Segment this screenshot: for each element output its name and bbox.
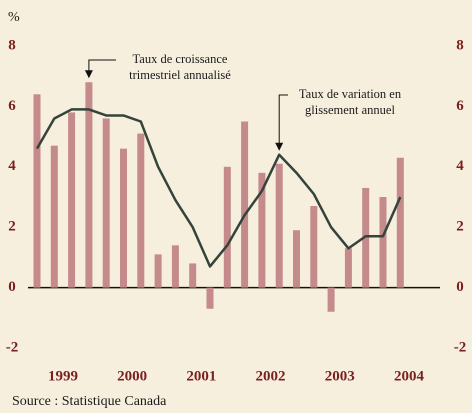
- bar: [50, 145, 58, 288]
- bar: [154, 254, 162, 288]
- bar: [137, 133, 145, 288]
- y-tick-label: 6: [8, 98, 16, 114]
- bar: [68, 112, 76, 288]
- y-tick-label: 0: [8, 279, 16, 295]
- bar: [241, 121, 249, 288]
- bar: [275, 163, 283, 288]
- bar: [189, 263, 197, 288]
- y2-tick-label: 8: [456, 37, 464, 53]
- arrow-head: [275, 142, 284, 151]
- arrow-head: [84, 70, 93, 79]
- x-tick-label: 2002: [256, 368, 286, 384]
- annotation: glissement annuel: [305, 103, 395, 117]
- bar: [206, 287, 214, 309]
- bar: [310, 206, 318, 288]
- source: Source : Statistique Canada: [12, 394, 167, 409]
- x-tick-label: 1999: [48, 368, 78, 384]
- annotation: Taux de croissance: [133, 52, 228, 66]
- x-tick-label: 2003: [325, 368, 355, 384]
- bar: [258, 172, 266, 288]
- annotation-arrow: [88, 59, 116, 73]
- bar: [344, 248, 352, 288]
- y-tick-label: 8: [8, 37, 16, 53]
- bar: [102, 118, 110, 288]
- bar: [379, 197, 387, 288]
- bar: [223, 166, 231, 288]
- y-tick-label: -2: [6, 339, 19, 355]
- bar: [33, 94, 41, 288]
- annotation: Taux de variation en: [299, 87, 402, 101]
- x-tick-label: 2000: [117, 368, 147, 384]
- bar: [171, 245, 179, 288]
- bar: [120, 148, 127, 288]
- y-unit: %: [8, 10, 20, 25]
- line: [35, 108, 402, 268]
- bar: [327, 287, 335, 312]
- y2-tick-label: 0: [456, 279, 464, 295]
- y2-tick-label: -2: [454, 339, 467, 355]
- bar: [293, 230, 300, 288]
- x-tick-label: 2004: [394, 368, 425, 384]
- bar: [85, 82, 93, 288]
- annotation: trimestriel annualisé: [129, 68, 231, 82]
- annotation-arrow: [278, 94, 288, 145]
- bar: [396, 157, 404, 288]
- y-tick-label: 4: [8, 158, 16, 174]
- y2-tick-label: 2: [456, 219, 464, 235]
- y2-tick-label: 4: [456, 158, 464, 174]
- x-tick-label: 2001: [186, 368, 216, 384]
- y-tick-label: 2: [8, 219, 16, 235]
- y2-tick-label: 6: [456, 98, 464, 114]
